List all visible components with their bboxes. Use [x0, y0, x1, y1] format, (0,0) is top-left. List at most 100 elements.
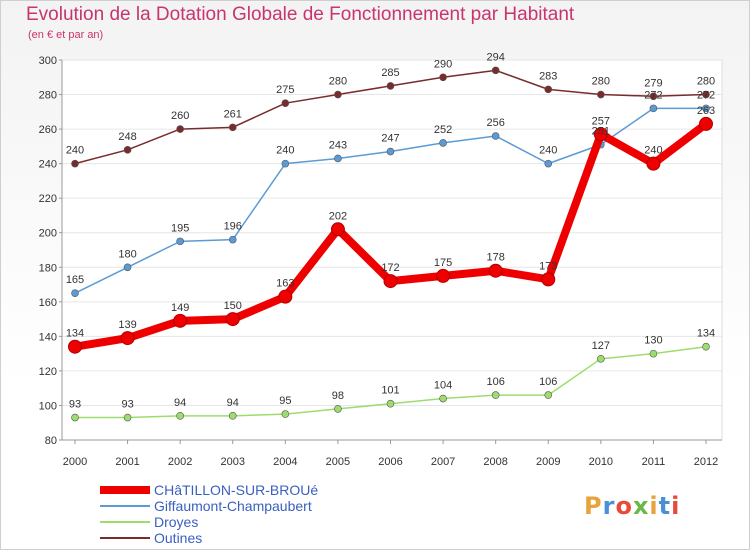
legend-item: Outines: [100, 530, 318, 546]
data-point: [68, 339, 82, 354]
data-label: 93: [121, 399, 133, 411]
x-tick-label: 2004: [273, 456, 297, 468]
y-tick-label: 280: [39, 90, 57, 102]
data-label: 240: [644, 145, 662, 157]
y-tick-label: 300: [39, 55, 57, 67]
data-point: [123, 146, 132, 154]
data-label: 280: [697, 76, 715, 88]
data-label: 240: [66, 145, 84, 157]
data-point: [702, 90, 710, 99]
data-point: [386, 147, 395, 156]
data-label: 247: [381, 133, 399, 145]
logo-letter: t: [658, 492, 672, 520]
data-point: [544, 391, 553, 399]
data-point: [281, 99, 290, 107]
y-tick-label: 80: [45, 435, 57, 447]
data-point: [544, 159, 553, 168]
y-tick-label: 180: [39, 262, 57, 274]
data-point: [597, 90, 605, 99]
data-label: 165: [66, 274, 84, 286]
chart-subtitle: (en € et par an): [28, 29, 104, 41]
data-point: [436, 268, 451, 283]
data-point: [71, 289, 79, 297]
data-label: 104: [434, 380, 452, 392]
data-label: 240: [276, 145, 294, 157]
y-tick-label: 120: [39, 366, 57, 378]
plot-area: [61, 59, 723, 441]
data-label: 106: [486, 376, 504, 388]
data-label: 172: [381, 262, 399, 274]
data-label: 134: [66, 328, 84, 340]
data-point: [281, 159, 290, 168]
data-label: 196: [224, 221, 242, 233]
x-tick-label: 2011: [642, 456, 666, 468]
data-label: 195: [171, 222, 189, 234]
logo-letter: i: [671, 492, 681, 520]
data-label: 127: [592, 340, 610, 352]
x-tick-label: 2000: [63, 456, 87, 468]
data-point: [699, 116, 713, 131]
data-label: 94: [174, 397, 186, 409]
data-point: [225, 312, 240, 327]
chart-title: Evolution de la Dotation Globale de Fonc…: [26, 4, 575, 25]
data-point: [173, 313, 188, 328]
data-point: [544, 85, 553, 94]
data-label: 180: [118, 248, 136, 260]
legend-swatch: [100, 486, 150, 494]
data-point: [330, 222, 345, 237]
logo-letter: r: [602, 492, 616, 520]
logo-letter: P: [584, 492, 603, 520]
x-tick-label: 2008: [483, 456, 507, 468]
data-label: 101: [381, 385, 399, 397]
data-point: [176, 237, 184, 246]
data-label: 280: [329, 76, 347, 88]
legend-swatch: [100, 537, 150, 539]
data-point: [439, 394, 447, 403]
logo-letter: o: [615, 492, 633, 520]
data-point: [334, 90, 342, 99]
data-label: 130: [644, 335, 662, 347]
x-tick-label: 2012: [694, 456, 718, 468]
data-label: 263: [697, 105, 715, 117]
x-tick-label: 2009: [536, 456, 560, 468]
data-point: [176, 125, 184, 133]
x-tick-label: 2007: [431, 456, 455, 468]
data-point: [123, 263, 132, 272]
data-label: 98: [332, 390, 344, 402]
data-point: [649, 92, 658, 101]
data-point: [702, 342, 710, 351]
legend-item: CHâTILLON-SUR-BROUé: [100, 482, 318, 498]
data-label: 285: [381, 67, 399, 79]
y-tick-label: 200: [39, 228, 57, 240]
data-point: [541, 272, 556, 287]
data-label: 257: [592, 115, 610, 127]
logo-letter: i: [649, 492, 659, 520]
data-label: 290: [434, 58, 452, 70]
data-label: 202: [329, 210, 347, 222]
x-tick-label: 2006: [378, 456, 402, 468]
data-point: [439, 139, 447, 147]
data-point: [649, 104, 658, 113]
data-label: 149: [171, 302, 189, 314]
data-point: [278, 289, 293, 304]
data-point: [646, 156, 661, 171]
legend-item: Giffaumont-Champaubert: [100, 498, 318, 514]
data-label: 256: [486, 117, 504, 129]
y-tick-label: 240: [39, 159, 57, 171]
data-point: [386, 399, 395, 408]
legend-item: Droyes: [100, 514, 318, 530]
data-point: [491, 391, 500, 399]
data-label: 240: [539, 145, 557, 157]
legend-label: Droyes: [154, 514, 199, 530]
data-label: 275: [276, 84, 294, 96]
data-point: [334, 154, 342, 163]
data-label: 248: [118, 131, 136, 143]
data-point: [386, 82, 395, 90]
logo-letter: x: [632, 492, 650, 520]
data-point: [228, 123, 237, 132]
data-label: 272: [697, 89, 715, 101]
data-label: 175: [434, 257, 452, 269]
y-tick-label: 140: [39, 331, 57, 343]
legend-swatch: [100, 521, 150, 523]
